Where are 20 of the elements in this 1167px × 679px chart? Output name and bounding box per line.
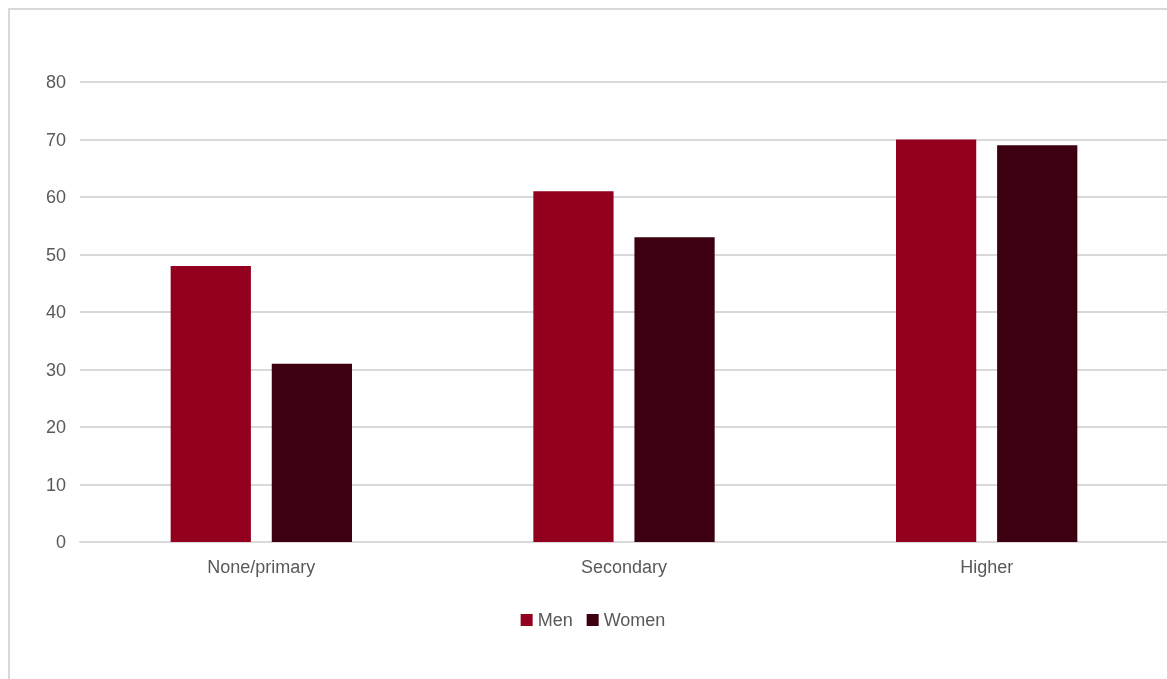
- x-tick-label: Secondary: [580, 557, 668, 577]
- y-tick-label: 30: [45, 359, 66, 380]
- y-tick-label: 70: [45, 129, 66, 150]
- y-tick-label: 40: [45, 302, 66, 322]
- y-tick-label: 20: [45, 417, 66, 437]
- y-tick-label: 60: [45, 187, 66, 207]
- x-tick-label: Higher: [960, 557, 1014, 577]
- bar: [533, 191, 614, 542]
- bar: [634, 237, 715, 542]
- bar: [997, 145, 1078, 542]
- legend-label: Men: [537, 610, 573, 630]
- bar: [896, 139, 977, 542]
- y-tick-label: 10: [45, 474, 66, 495]
- y-tick-label: 50: [45, 244, 66, 265]
- bar: [170, 266, 251, 542]
- bar: [271, 363, 352, 542]
- x-tick-label: None/primary: [207, 557, 316, 577]
- y-tick-label: 80: [45, 72, 66, 92]
- y-tick-label: 0: [55, 532, 66, 552]
- legend-label: Women: [603, 610, 666, 630]
